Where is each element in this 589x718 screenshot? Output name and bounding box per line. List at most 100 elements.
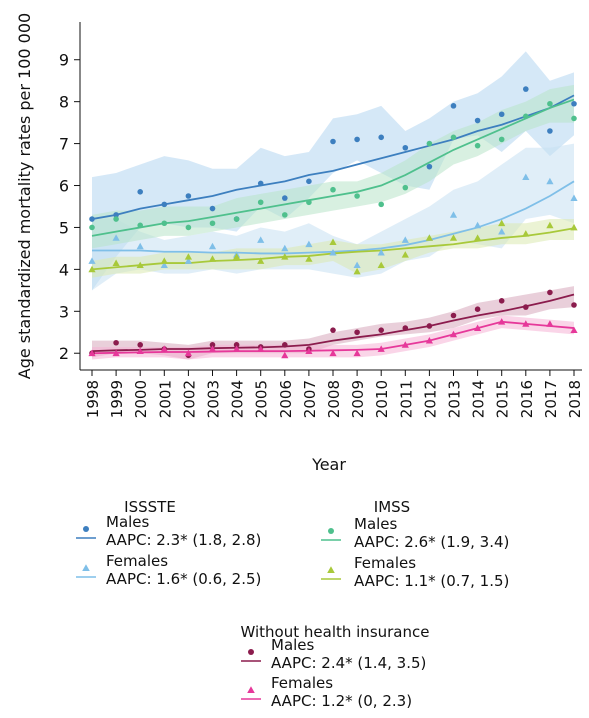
x-tick-label: 2004 xyxy=(229,380,247,418)
data-point xyxy=(522,173,530,181)
data-point xyxy=(426,163,433,170)
data-point xyxy=(184,253,192,260)
data-point xyxy=(498,228,506,235)
data-point xyxy=(160,257,168,264)
legend-aapc-label: AAPC: 1.2* (0, 2.3) xyxy=(271,692,412,710)
data-point xyxy=(450,134,457,141)
data-point xyxy=(449,234,458,241)
data-point xyxy=(401,251,409,258)
data-point xyxy=(474,234,482,241)
data-point xyxy=(474,142,481,149)
data-point xyxy=(546,221,554,229)
data-point xyxy=(208,242,217,250)
y-tick-label: 8 xyxy=(59,93,69,112)
legend-aapc-label: AAPC: 1.6* (0.6, 2.5) xyxy=(106,570,261,588)
data-point xyxy=(257,199,264,206)
data-point xyxy=(233,342,240,348)
data-point xyxy=(89,224,95,231)
data-point xyxy=(474,117,481,124)
data-point xyxy=(137,342,143,348)
x-tick-label: 2010 xyxy=(373,380,391,418)
x-tick-label: 2015 xyxy=(494,380,512,418)
data-point xyxy=(136,347,144,355)
data-point xyxy=(498,318,506,325)
data-point xyxy=(306,199,312,206)
y-tick-label: 7 xyxy=(59,135,69,154)
data-point xyxy=(257,236,265,243)
legend-group-title-imss: IMSS xyxy=(374,498,410,516)
data-point xyxy=(184,349,192,357)
x-tick-label: 2018 xyxy=(566,380,584,418)
legend-series-name: Males xyxy=(354,515,398,533)
data-points xyxy=(88,86,578,359)
y-tick-label: 2 xyxy=(59,344,69,363)
data-point xyxy=(547,128,553,134)
data-point xyxy=(354,193,360,199)
data-point xyxy=(546,177,554,185)
data-point xyxy=(113,339,119,346)
data-point xyxy=(184,257,192,264)
legend-group-title-isste: ISSSTE xyxy=(124,498,176,516)
data-point xyxy=(377,345,385,352)
data-point xyxy=(474,306,481,313)
data-point xyxy=(523,86,529,92)
legend-aapc-label: AAPC: 2.6* (1.9, 3.4) xyxy=(354,533,509,551)
x-tick-label: 2000 xyxy=(132,380,150,418)
data-point xyxy=(305,240,313,248)
data-point xyxy=(89,216,95,222)
legend-series-name: Females xyxy=(271,674,333,692)
x-tick-label: 2003 xyxy=(205,380,223,418)
data-point xyxy=(522,320,530,327)
x-tick-label: 2013 xyxy=(446,380,464,418)
legend-series-name: Males xyxy=(106,513,150,531)
data-point xyxy=(136,261,144,269)
data-point xyxy=(571,302,577,308)
data-point xyxy=(378,134,385,141)
data-point xyxy=(330,138,336,145)
data-point xyxy=(523,304,529,310)
x-tick-label: 2002 xyxy=(180,380,198,418)
data-point xyxy=(354,136,360,143)
x-tick-label: 2017 xyxy=(542,380,560,418)
data-point xyxy=(257,257,265,264)
legend-marker-swatch xyxy=(327,566,335,574)
data-point xyxy=(281,253,289,260)
data-point xyxy=(547,289,553,296)
data-point xyxy=(112,349,120,357)
data-point xyxy=(449,330,458,338)
data-point xyxy=(426,140,433,147)
legend-series-name: Males xyxy=(271,636,315,654)
data-point xyxy=(257,180,264,187)
data-point xyxy=(354,329,360,336)
data-point xyxy=(281,244,289,252)
data-point xyxy=(353,349,361,357)
data-point xyxy=(377,249,385,256)
data-point xyxy=(402,325,409,331)
data-point xyxy=(426,323,433,329)
data-point xyxy=(570,326,578,334)
data-point xyxy=(425,234,433,241)
data-point xyxy=(185,193,192,199)
data-point xyxy=(401,236,409,243)
data-point xyxy=(282,342,288,348)
data-point xyxy=(329,349,337,357)
data-point xyxy=(112,259,120,266)
x-tick-label: 1999 xyxy=(108,380,126,418)
x-tick-label: 2005 xyxy=(253,380,271,418)
data-point xyxy=(329,249,337,256)
x-tick-label: 2011 xyxy=(397,380,415,418)
legend-marker-swatch xyxy=(83,526,89,532)
data-point xyxy=(329,238,337,246)
data-point xyxy=(160,345,168,352)
legend-aapc-label: AAPC: 2.3* (1.8, 2.8) xyxy=(106,531,261,549)
x-tick-label: 1998 xyxy=(84,380,102,418)
data-point xyxy=(402,144,409,151)
data-point xyxy=(282,195,288,201)
data-point xyxy=(209,220,216,227)
legend-marker-swatch xyxy=(248,649,254,655)
data-point xyxy=(570,223,578,231)
